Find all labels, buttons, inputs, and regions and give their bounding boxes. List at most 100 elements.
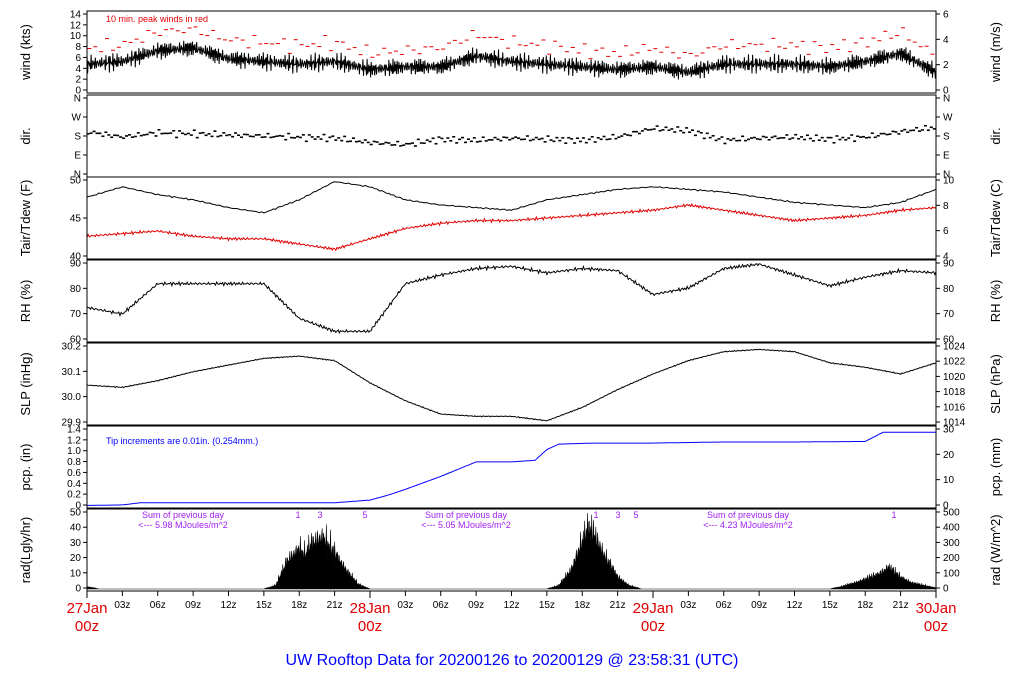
pcp-left-tick-label: 0.4 [67, 479, 81, 490]
pcp-right-ticks: 0 10 20 30 [936, 425, 955, 512]
wind-right-tick-label: 4 [943, 35, 949, 46]
rh-panel-frame [86, 259, 937, 343]
day-sum-1-line1: Sum of previous day [142, 510, 225, 520]
dir-right-tick-label: N [943, 94, 950, 105]
wind-left-tick-label: 0 [75, 86, 81, 97]
slp-panel-frame [86, 342, 937, 426]
rh-left-tick-label: 70 [70, 309, 82, 320]
rad-series [86, 512, 937, 590]
slp-series [86, 348, 937, 422]
hour-tick-label: 12z [503, 600, 519, 611]
rad-right-tick-label: 500 [943, 508, 960, 519]
dir-right-tick-label: E [943, 151, 950, 162]
hour-tick-label: 06z [716, 600, 732, 611]
rad-marker: 5 [633, 510, 638, 520]
temp-left-label: Tair/Tdew (F) [18, 180, 33, 257]
wind-series [86, 26, 937, 80]
dir-right-label: dir. [988, 127, 1003, 144]
slp-right-tick-label: 1020 [943, 372, 966, 383]
rad-marker: 1 [295, 510, 300, 520]
hour-tick-label: 18z [857, 600, 873, 611]
wind-left-tick-label: 14 [70, 10, 82, 21]
dir-left-tick-label: E [74, 151, 81, 162]
wind-left-tick-label: 6 [75, 53, 81, 64]
temp-right-tick-label: 6 [943, 226, 949, 237]
tip-increment-note: Tip increments are 0.01in. (0.254mm.) [106, 436, 258, 446]
slp-right-label: SLP (hPa) [988, 354, 1003, 414]
day-sum-1-line2: <--- 5.98 MJoules/m^2 [138, 520, 228, 530]
day-label-date: 28Jan [350, 600, 391, 617]
slp-right-tick-label: 1016 [943, 402, 966, 413]
rad-panel: 0 10 20 30 40 50 0 100 200 300 400 500 Sum of prev… [18, 508, 1003, 595]
temp-line-tair [86, 181, 937, 214]
temp-left-tick-label: 50 [70, 176, 82, 187]
temp-right-tick-label: 4 [943, 252, 949, 263]
slp-left-tick-label: 30.0 [62, 392, 82, 403]
hour-tick-label: 09z [185, 600, 201, 611]
day-sum-2-line2: <--- 5.05 MJoules/m^2 [421, 520, 511, 530]
temp-left-tick-label: 45 [70, 214, 82, 225]
rad-left-tick-label: 10 [70, 568, 82, 579]
rh-right-tick-label: 80 [943, 284, 955, 295]
dir-left-label: dir. [18, 127, 33, 144]
rh-panel: 60 70 80 90 60 70 80 90 RH (%) RH (%) [18, 259, 1003, 346]
rad-left-tick-label: 40 [70, 523, 82, 534]
rad-left-tick-label: 0 [75, 584, 81, 595]
slp-right-tick-label: 1014 [943, 418, 966, 429]
dir-series [86, 124, 936, 147]
rh-right-tick-label: 90 [943, 259, 955, 270]
hour-tick-label: 21z [610, 600, 626, 611]
rad-marker: 1 [593, 510, 598, 520]
rh-left-label: RH (%) [18, 280, 33, 323]
pcp-left-tick-label: 1.4 [67, 425, 81, 436]
time-axis: 03z 06z 09z 12z 15z 18z 21z 03z 06z 09z 12z 15z 18z 2… [67, 591, 956, 635]
day-label-hour: 00z [75, 618, 99, 635]
hour-tick-label: 18z [291, 600, 307, 611]
rh-right-tick-label: 60 [943, 335, 955, 346]
hour-tick-label: 15z [822, 600, 838, 611]
temp-left-tick-label: 40 [70, 252, 82, 263]
wind-right-tick-label: 0 [943, 86, 949, 97]
rad-right-tick-label: 0 [943, 584, 949, 595]
pcp-right-tick-label: 30 [943, 425, 955, 436]
hour-tick-label: 09z [468, 600, 484, 611]
pcp-left-ticks: 00.20.40.60.81.01.21.4 [67, 425, 87, 512]
hour-tick-label: 15z [539, 600, 555, 611]
rad-left-tick-label: 30 [70, 538, 82, 549]
slp-line-slp [86, 348, 937, 422]
day-label-hour: 00z [641, 618, 665, 635]
rad-annotations: Sum of previous day <--- 5.98 MJoules/m^… [138, 510, 896, 530]
hour-tick-label: 21z [893, 600, 909, 611]
peak-wind-note: 10 min. peak winds in red [106, 14, 208, 24]
pcp-right-tick-label: 20 [943, 450, 955, 461]
slp-right-tick-label: 1022 [943, 357, 966, 368]
rh-right-tick-label: 70 [943, 309, 955, 320]
rad-left-tick-label: 50 [70, 508, 82, 519]
temp-left-ticks: 40 45 50 [70, 176, 87, 263]
rh-series [86, 262, 937, 335]
rad-left-tick-label: 20 [70, 553, 82, 564]
temp-right-ticks: 4 6 8 10 [936, 176, 955, 263]
rad-marker: 5 [362, 510, 367, 520]
rh-line-rh [86, 262, 937, 335]
rad-right-tick-label: 200 [943, 553, 960, 564]
rad-left-label: rad(Lgly/hr) [18, 517, 33, 583]
temp-panel: 40 45 50 4 6 8 10 Tair/Tdew (F) Tair/Tdew (C) [18, 176, 1003, 263]
pcp-left-tick-label: 0 [75, 501, 81, 512]
temp-panel-frame [86, 176, 937, 260]
day-label-date: 29Jan [633, 600, 674, 617]
pcp-series [86, 431, 936, 506]
rad-right-tick-label: 100 [943, 568, 960, 579]
slp-right-ticks: 1014 1016 1018 1020 1022 1024 [936, 342, 966, 429]
rad-right-tick-label: 400 [943, 523, 960, 534]
hour-tick-label: 03z [680, 600, 696, 611]
hour-tick-label: 12z [786, 600, 802, 611]
hour-tick-label: 15z [256, 600, 272, 611]
hour-tick-label: 03z [397, 600, 413, 611]
pcp-left-label: pcp. (in) [18, 444, 33, 491]
